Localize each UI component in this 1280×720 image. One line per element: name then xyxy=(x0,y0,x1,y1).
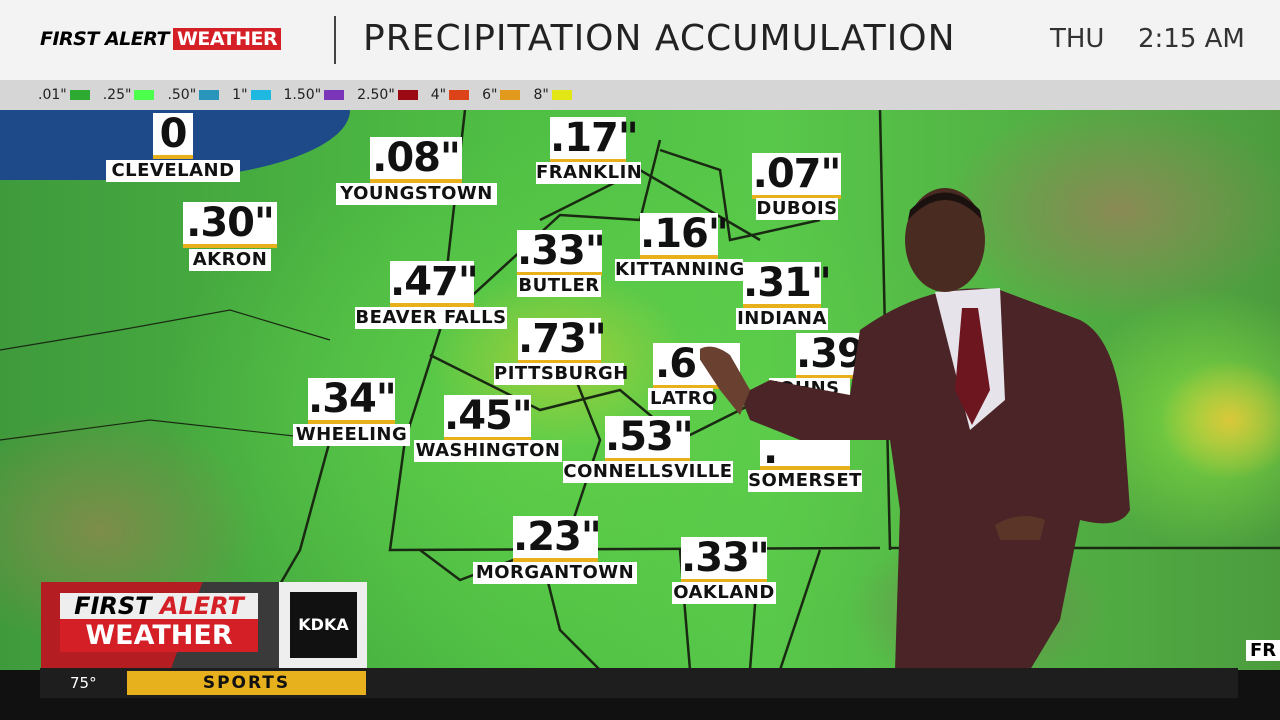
legend-swatch xyxy=(250,90,271,100)
legend-item: .01" xyxy=(38,87,90,103)
legend-swatch xyxy=(397,90,418,100)
indiana-value: .31" xyxy=(743,260,832,308)
wheeling-label: WHEELING xyxy=(293,424,410,446)
morgantown-label: MORGANTOWN xyxy=(473,562,637,584)
youngstown-value: .08" xyxy=(370,137,462,183)
pittsburgh-value: .73" xyxy=(518,316,607,364)
legend-item: .50" xyxy=(167,87,220,103)
butler-value: .33" xyxy=(517,228,606,276)
legend-label: 1" xyxy=(232,87,248,103)
oakland-label: OAKLAND xyxy=(672,582,776,604)
legend-label: .50" xyxy=(167,87,197,103)
legend-swatch xyxy=(134,90,155,100)
weather-presenter xyxy=(700,188,1130,670)
legend-label: .01" xyxy=(38,87,67,103)
franklin-label: FRANKLIN xyxy=(536,162,643,184)
legend-item: 8" xyxy=(533,87,572,103)
legend-label: 2.50" xyxy=(357,87,395,103)
legend-item: .25" xyxy=(103,87,155,103)
ticker-segment-label: SPORTS xyxy=(127,671,366,695)
washington-value: .45" xyxy=(444,393,533,441)
legend-swatch xyxy=(69,90,90,100)
wheeling-value: .34" xyxy=(308,376,397,424)
kittanning-value: .16" xyxy=(640,211,729,259)
beaver-falls-value: .47" xyxy=(390,259,479,307)
legend-item: 2.50" xyxy=(357,87,418,103)
edge-label: FR xyxy=(1246,640,1280,661)
somerset-label: SOMERSET xyxy=(748,470,862,492)
legend-label: 8" xyxy=(533,87,549,103)
oakland-value: .33" xyxy=(681,535,770,583)
legend-item: 6" xyxy=(482,87,521,103)
connellsville-label: CONNELLSVILLE xyxy=(563,461,733,483)
legend-swatch xyxy=(449,90,470,100)
cleveland-label: CLEVELAND xyxy=(106,160,240,182)
somerset-value: . xyxy=(760,430,850,470)
cleveland-value: 0 xyxy=(153,113,193,159)
legend-label: 1.50" xyxy=(283,87,322,103)
temperature: 75° xyxy=(70,674,97,692)
butler-label: BUTLER xyxy=(517,275,601,297)
legend-item: 4" xyxy=(430,87,470,103)
kdka-logo: KDKA xyxy=(279,582,367,668)
legend-swatch xyxy=(324,90,345,100)
beaver-falls-label: BEAVER FALLS xyxy=(355,307,507,329)
connellsville-value: .53" xyxy=(605,414,694,462)
youngstown-label: YOUNGSTOWN xyxy=(336,183,497,205)
precip-legend: .01" .25" .50" 1" 1.50" 2.50" 4" 6" 8" xyxy=(0,80,1280,110)
franklin-value: .17" xyxy=(550,115,639,163)
day-label: THU xyxy=(1050,24,1105,54)
akron-value: .30" xyxy=(183,202,277,248)
legend-item: 1.50" xyxy=(284,87,345,103)
legend-label: 6" xyxy=(482,87,498,103)
legend-label: 4" xyxy=(430,87,447,103)
legend-swatch xyxy=(500,90,521,100)
dubois-label: DUBOIS xyxy=(756,198,838,220)
indiana-label: INDIANA xyxy=(736,308,828,330)
legend-swatch xyxy=(199,90,220,100)
kittanning-label: KITTANNING xyxy=(615,259,745,281)
latrobe-label: LATRO xyxy=(648,388,718,410)
pittsburgh-label: PITTSBURGH xyxy=(494,363,629,385)
legend-item: 1" xyxy=(232,87,271,103)
time-label: 2:15 AM xyxy=(1138,24,1245,54)
johnstown-value: .39 xyxy=(796,333,866,379)
washington-label: WASHINGTON xyxy=(414,440,562,462)
morgantown-value: .23" xyxy=(513,514,602,562)
header-divider xyxy=(334,16,336,64)
first-alert-weather-logo: FIRST ALERT WEATHER xyxy=(40,28,282,50)
first-alert-weather-bug: FIRST ALERT WEATHER xyxy=(41,582,279,668)
akron-label: AKRON xyxy=(189,249,271,271)
legend-label: .25" xyxy=(102,87,132,103)
legend-swatch xyxy=(551,90,572,100)
page-title: PRECIPITATION ACCUMULATION xyxy=(363,18,956,59)
dubois-value: .07" xyxy=(752,151,841,199)
header-bar: FIRST ALERT WEATHER PRECIPITATION ACCUMUL… xyxy=(0,0,1280,80)
